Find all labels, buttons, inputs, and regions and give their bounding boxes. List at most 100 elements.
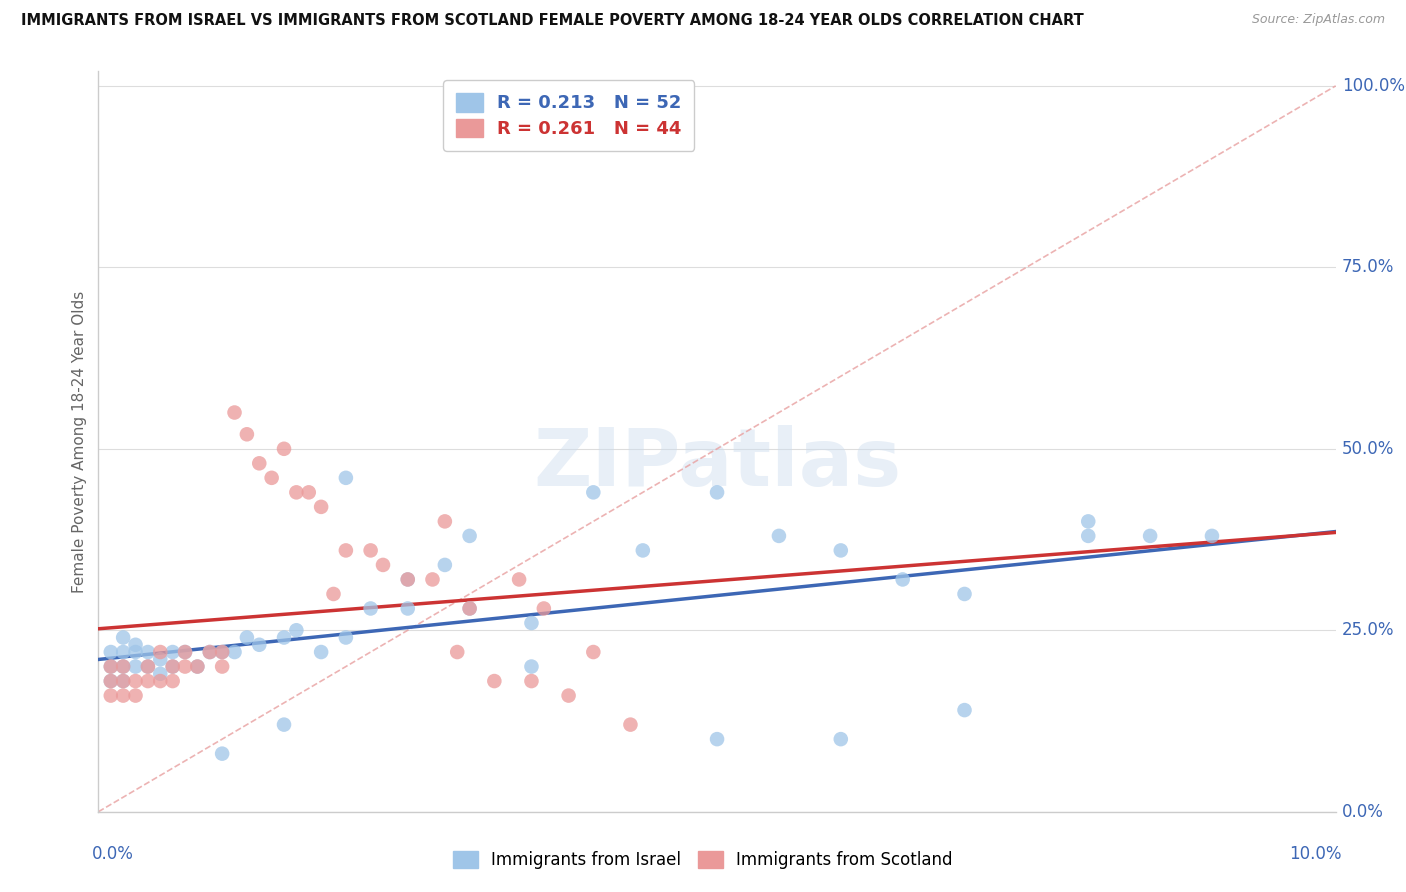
Point (100, 689, 122, 703)
Point (520, 674, 543, 689)
Text: ZIPatlas: ZIPatlas (533, 425, 901, 503)
Point (100, 645, 122, 659)
Point (211, 645, 233, 659)
Point (396, 573, 419, 587)
Text: 25.0%: 25.0% (1341, 621, 1395, 640)
Point (124, 645, 146, 659)
Point (112, 674, 135, 689)
Point (891, 573, 914, 587)
Text: IMMIGRANTS FROM ISRAEL VS IMMIGRANTS FROM SCOTLAND FEMALE POVERTY AMONG 18-24 YE: IMMIGRANTS FROM ISRAEL VS IMMIGRANTS FRO… (21, 13, 1084, 29)
Point (100, 659, 122, 673)
Point (273, 442, 295, 456)
Point (174, 659, 197, 673)
Point (335, 543, 357, 558)
Point (136, 659, 159, 673)
Point (149, 666, 172, 681)
Point (136, 645, 159, 659)
Point (631, 543, 654, 558)
Point (582, 645, 605, 659)
Point (422, 573, 444, 587)
Point (1201, 529, 1223, 543)
Point (309, 500, 332, 514)
Point (706, 732, 728, 747)
Point (224, 405, 246, 419)
Point (186, 659, 208, 673)
Point (309, 645, 332, 659)
Point (112, 674, 135, 689)
Point (830, 543, 852, 558)
Point (484, 674, 506, 689)
Point (236, 631, 259, 645)
Point (706, 485, 728, 500)
Point (396, 573, 419, 587)
Point (396, 601, 419, 615)
Point (162, 645, 184, 659)
Point (1139, 529, 1161, 543)
Legend: R = 0.213   N = 52, R = 0.261   N = 44: R = 0.213 N = 52, R = 0.261 N = 44 (443, 80, 695, 151)
Point (136, 674, 159, 689)
Point (112, 659, 135, 673)
Point (322, 587, 344, 601)
Point (149, 652, 172, 666)
Point (458, 529, 481, 543)
Point (582, 485, 605, 500)
Text: Source: ZipAtlas.com: Source: ZipAtlas.com (1251, 13, 1385, 27)
Point (508, 573, 530, 587)
Point (360, 543, 382, 558)
Point (285, 485, 308, 500)
Point (520, 659, 543, 673)
Text: 75.0%: 75.0% (1341, 259, 1395, 277)
Point (211, 659, 233, 673)
Point (100, 674, 122, 689)
Point (557, 689, 579, 703)
Point (149, 674, 172, 689)
Point (124, 674, 146, 689)
Point (273, 717, 295, 731)
Point (360, 601, 382, 615)
Point (619, 717, 641, 731)
Point (198, 645, 221, 659)
Point (112, 659, 135, 673)
Point (335, 631, 357, 645)
Point (162, 659, 184, 673)
Point (273, 631, 295, 645)
Point (224, 645, 246, 659)
Point (1077, 529, 1099, 543)
Point (100, 659, 122, 673)
Point (112, 631, 135, 645)
Point (520, 615, 543, 630)
Point (533, 601, 555, 615)
Legend: Immigrants from Israel, Immigrants from Scotland: Immigrants from Israel, Immigrants from … (443, 841, 963, 880)
Point (149, 645, 172, 659)
Point (335, 471, 357, 485)
Point (174, 645, 197, 659)
Text: 0.0%: 0.0% (1341, 803, 1384, 821)
Point (285, 624, 308, 638)
Point (211, 645, 233, 659)
Point (260, 471, 283, 485)
Point (174, 645, 197, 659)
Text: 50.0%: 50.0% (1341, 440, 1395, 458)
Point (112, 645, 135, 659)
Point (211, 747, 233, 761)
Point (458, 601, 481, 615)
Point (371, 558, 394, 572)
Point (198, 645, 221, 659)
Y-axis label: Female Poverty Among 18-24 Year Olds: Female Poverty Among 18-24 Year Olds (72, 291, 87, 592)
Text: 10.0%: 10.0% (1289, 845, 1341, 863)
Point (124, 659, 146, 673)
Point (247, 638, 270, 652)
Point (136, 659, 159, 673)
Point (1077, 515, 1099, 529)
Point (124, 689, 146, 703)
Point (247, 456, 270, 470)
Point (953, 587, 976, 601)
Point (458, 601, 481, 615)
Point (112, 689, 135, 703)
Point (186, 659, 208, 673)
Point (162, 659, 184, 673)
Point (100, 674, 122, 689)
Point (830, 732, 852, 747)
Point (298, 485, 321, 500)
Point (433, 558, 456, 572)
